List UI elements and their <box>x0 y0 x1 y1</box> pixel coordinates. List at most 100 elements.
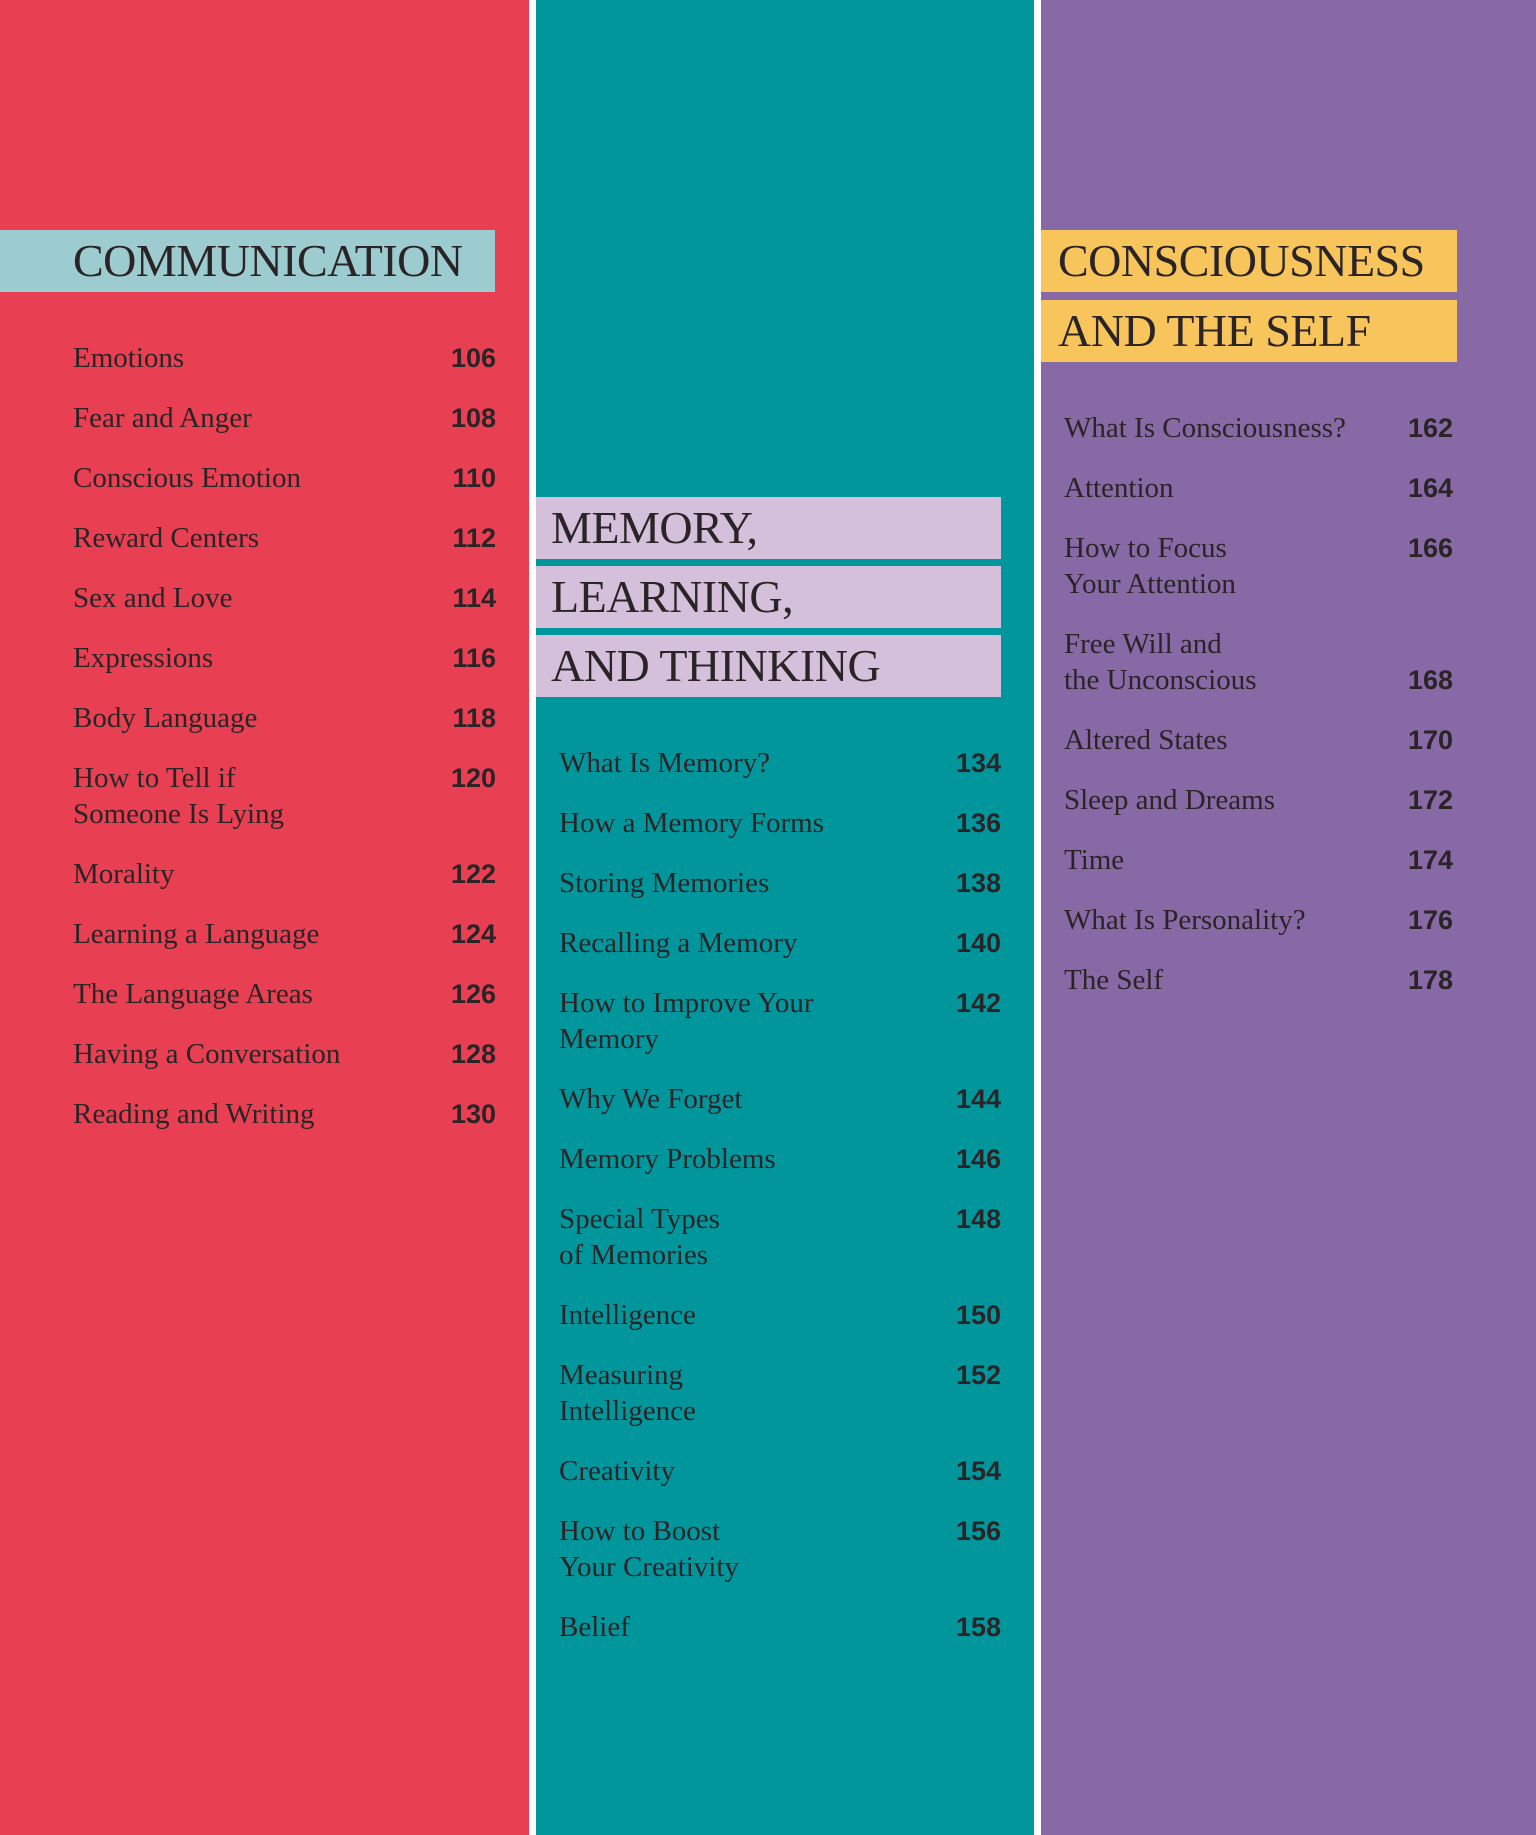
memory-list: What Is Memory? 134 How a Memory Forms 136 S… <box>559 745 1001 1669</box>
toc-entry[interactable]: Conscious Emotion 110 <box>73 460 496 496</box>
toc-entry[interactable]: Body Language 118 <box>73 700 496 736</box>
toc-entry[interactable]: Fear and Anger 108 <box>73 400 496 436</box>
toc-entry[interactable]: Creativity 154 <box>559 1453 1001 1489</box>
entry-title: Reading and Writing <box>73 1098 315 1130</box>
toc-entry[interactable]: Having a Conversation 128 <box>73 1036 496 1072</box>
entry-page-number: 114 <box>452 583 496 613</box>
toc-entry[interactable]: Time 174 <box>1064 842 1453 878</box>
toc-entry[interactable]: Why We Forget 144 <box>559 1081 1001 1117</box>
entry-title: How to Boost Your Creativity <box>559 1515 739 1583</box>
toc-entry[interactable]: Reading and Writing 130 <box>73 1096 496 1132</box>
entry-title: Altered States <box>1064 724 1228 756</box>
entry-title: Special Types of Memories <box>559 1203 720 1271</box>
toc-entry[interactable]: What Is Memory? 134 <box>559 745 1001 781</box>
entry-page-number: 164 <box>1407 473 1453 503</box>
entry-title: How to Improve Your Memory <box>559 987 814 1055</box>
entry-title: Morality <box>73 858 175 890</box>
entry-title: Emotions <box>73 342 185 374</box>
entry-title: How to Focus Your Attention <box>1064 532 1236 600</box>
toc-entry[interactable]: How to Improve Your Memory 142 <box>559 985 1001 1057</box>
toc-entry[interactable]: The Language Areas 126 <box>73 976 496 1012</box>
toc-entry[interactable]: Sex and Love 114 <box>73 580 496 616</box>
entry-page-number: 108 <box>450 403 496 433</box>
entry-title: Memory Problems <box>559 1143 776 1175</box>
entry-page-number: 124 <box>450 919 496 949</box>
toc-entry[interactable]: Learning a Language 124 <box>73 916 496 952</box>
entry-page-number: 150 <box>955 1300 1001 1330</box>
entry-page-number: 156 <box>955 1516 1001 1546</box>
section-title-communication: COMMUNICATION <box>0 230 495 292</box>
entry-page-number: 138 <box>955 868 1001 898</box>
toc-entry[interactable]: Emotions 106 <box>73 340 496 376</box>
entry-page-number: 168 <box>1407 665 1453 695</box>
toc-entry[interactable]: Measuring Intelligence 152 <box>559 1357 1001 1429</box>
entry-title: Recalling a Memory <box>559 927 798 959</box>
toc-entry[interactable]: Recalling a Memory 140 <box>559 925 1001 961</box>
entry-page-number: 144 <box>955 1084 1001 1114</box>
toc-entry[interactable]: Special Types of Memories 148 <box>559 1201 1001 1273</box>
toc-entry[interactable]: How to Focus Your Attention 166 <box>1064 530 1453 602</box>
toc-entry[interactable]: Free Will and the Unconscious 168 <box>1064 626 1453 698</box>
toc-entry[interactable]: How to Tell if Someone Is Lying 120 <box>73 760 496 832</box>
entry-title: Sleep and Dreams <box>1064 784 1275 816</box>
entry-title: Learning a Language <box>73 918 320 950</box>
entry-title: The Language Areas <box>73 978 313 1010</box>
entry-title: Fear and Anger <box>73 402 252 434</box>
entry-title: What Is Personality? <box>1064 904 1306 936</box>
entry-page-number: 178 <box>1407 965 1453 995</box>
toc-entry[interactable]: Reward Centers 112 <box>73 520 496 556</box>
entry-page-number: 140 <box>955 928 1001 958</box>
entry-page-number: 166 <box>1407 533 1453 563</box>
entry-title: How to Tell if Someone Is Lying <box>73 762 285 830</box>
entry-page-number: 130 <box>450 1099 496 1129</box>
entry-page-number: 148 <box>955 1204 1001 1234</box>
toc-entry[interactable]: Belief 158 <box>559 1609 1001 1645</box>
toc-entry[interactable]: How a Memory Forms 136 <box>559 805 1001 841</box>
entry-title: How a Memory Forms <box>559 807 825 839</box>
entry-page-number: 106 <box>450 343 496 373</box>
toc-entry[interactable]: Storing Memories 138 <box>559 865 1001 901</box>
entry-page-number: 122 <box>450 859 496 889</box>
entry-title: Storing Memories <box>559 867 770 899</box>
section-title-consciousness-line1: CONSCIOUSNESS <box>1041 230 1457 292</box>
entry-page-number: 170 <box>1407 725 1453 755</box>
entry-page-number: 126 <box>450 979 496 1009</box>
toc-entry[interactable]: The Self 178 <box>1064 962 1453 998</box>
entry-title: Why We Forget <box>559 1083 743 1115</box>
entry-page-number: 128 <box>450 1039 496 1069</box>
memory-column: MEMORY, LEARNING, AND THINKING What Is M… <box>536 0 1034 1835</box>
entry-page-number: 136 <box>955 808 1001 838</box>
entry-page-number: 158 <box>955 1612 1001 1642</box>
entry-page-number: 116 <box>452 643 496 673</box>
section-title-memory-line3: AND THINKING <box>536 635 1001 697</box>
entry-page-number: 162 <box>1407 413 1453 443</box>
entry-page-number: 174 <box>1407 845 1453 875</box>
toc-entry[interactable]: Altered States 170 <box>1064 722 1453 758</box>
toc-entry[interactable]: Morality 122 <box>73 856 496 892</box>
entry-title: The Self <box>1064 964 1164 996</box>
entry-page-number: 154 <box>955 1456 1001 1486</box>
toc-entry[interactable]: Expressions 116 <box>73 640 496 676</box>
entry-page-number: 134 <box>955 748 1001 778</box>
toc-entry[interactable]: Attention 164 <box>1064 470 1453 506</box>
toc-entry[interactable]: How to Boost Your Creativity 156 <box>559 1513 1001 1585</box>
entry-page-number: 120 <box>450 763 496 793</box>
entry-title: What Is Memory? <box>559 747 770 779</box>
toc-entry[interactable]: Sleep and Dreams 172 <box>1064 782 1453 818</box>
entry-title: Measuring Intelligence <box>559 1359 696 1427</box>
toc-entry[interactable]: Memory Problems 146 <box>559 1141 1001 1177</box>
entry-title: Free Will and the Unconscious <box>1064 628 1257 696</box>
toc-entry[interactable]: Intelligence 150 <box>559 1297 1001 1333</box>
toc-entry[interactable]: What Is Consciousness? 162 <box>1064 410 1453 446</box>
section-title-consciousness-line2: AND THE SELF <box>1041 300 1457 362</box>
entry-title: Body Language <box>73 702 258 734</box>
entry-title: Creativity <box>559 1455 675 1487</box>
entry-title: Expressions <box>73 642 214 674</box>
entry-title: Sex and Love <box>73 582 233 614</box>
entry-page-number: 152 <box>955 1360 1001 1390</box>
toc-entry[interactable]: What Is Personality? 176 <box>1064 902 1453 938</box>
entry-page-number: 172 <box>1407 785 1453 815</box>
entry-title: Belief <box>559 1611 630 1643</box>
entry-title: Attention <box>1064 472 1174 504</box>
entry-page-number: 110 <box>452 463 496 493</box>
